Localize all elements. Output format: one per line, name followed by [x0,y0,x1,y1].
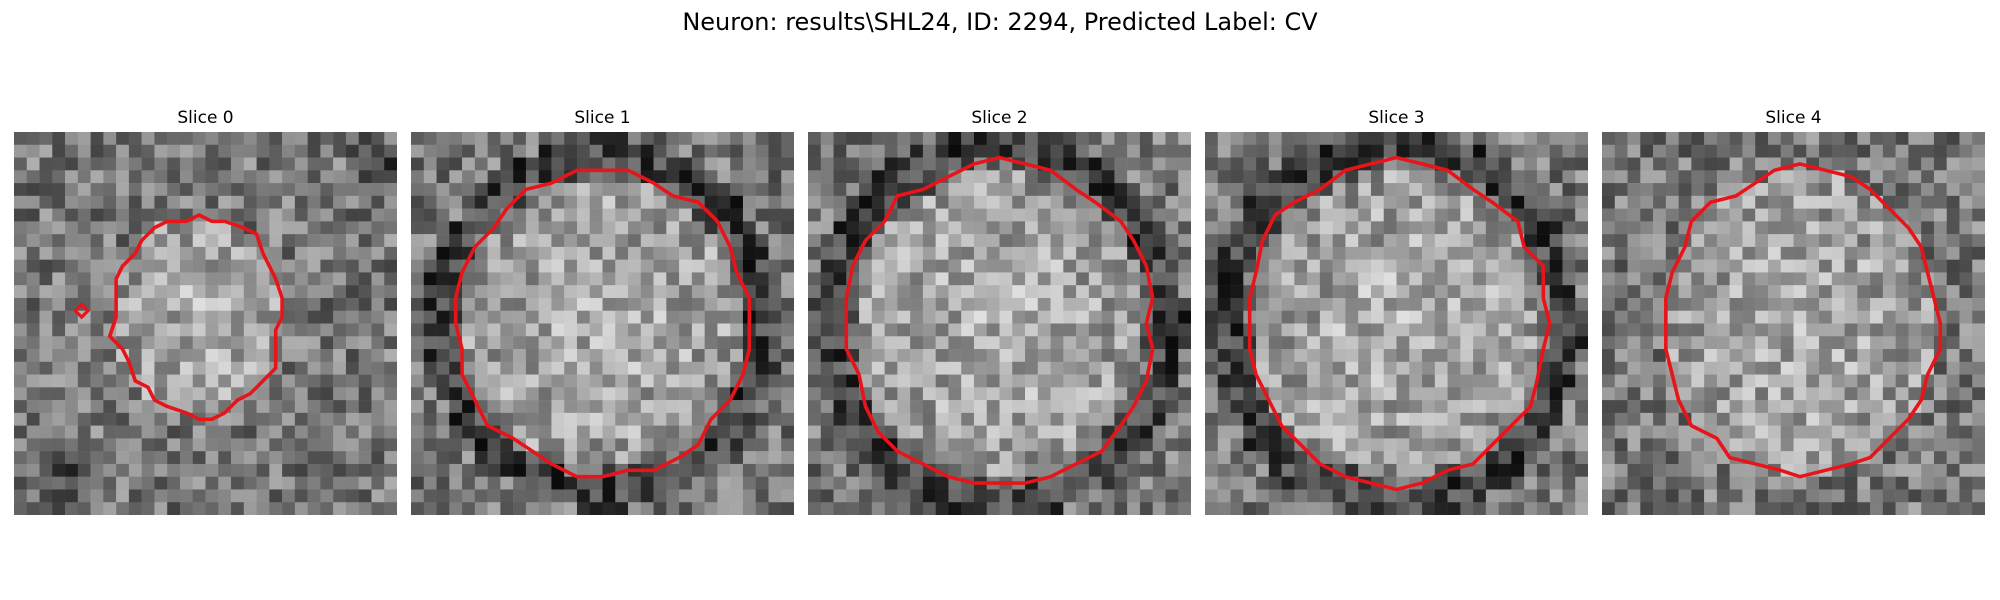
figure-title: Neuron: results\SHL24, ID: 2294, Predict… [682,8,1318,36]
slice-image [1205,132,1588,515]
slice-image [808,132,1191,515]
segmentation-contour [1664,162,1943,479]
segmentation-contour [1247,155,1552,492]
slice-panel-0: Slice 0 [14,107,397,515]
slice-title: Slice 0 [177,108,234,128]
slice-title: Slice 3 [1368,108,1425,128]
slice-image [411,132,794,515]
segmentation-contour [107,212,284,422]
segmentation-contour [844,155,1155,485]
slice-panel-3: Slice 3 [1205,107,1588,515]
slice-image [1602,132,1985,515]
segmentation-contour [453,168,752,479]
slice-panel-4: Slice 4 [1602,107,1985,515]
slice-panel-1: Slice 1 [411,107,794,515]
centroid-marker [73,302,91,320]
slice-title: Slice 2 [971,108,1028,128]
slice-title: Slice 1 [574,108,631,128]
slice-title: Slice 4 [1765,108,1822,128]
slice-panel-2: Slice 2 [808,107,1191,515]
slice-image [14,132,397,515]
